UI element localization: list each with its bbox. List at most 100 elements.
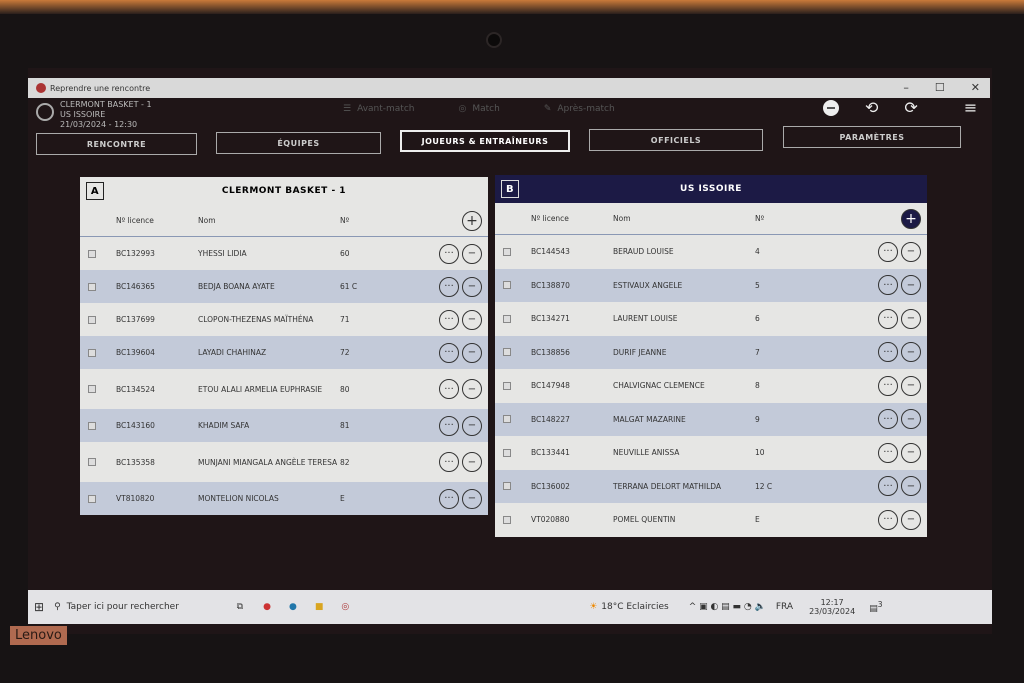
more-options-button[interactable]: ··· [878, 509, 898, 530]
player-number: 12 C [755, 481, 773, 491]
remove-player-button[interactable]: − [462, 342, 482, 363]
col-num: Nº [755, 214, 765, 223]
player-checkbox[interactable] [503, 348, 511, 357]
tab-officiels[interactable]: OFFICIELS [589, 129, 763, 151]
more-options-button[interactable]: ··· [878, 241, 898, 262]
col-licence: Nº licence [531, 214, 569, 223]
weather[interactable]: 18°C Eclaircies [601, 602, 669, 612]
remove-player-button[interactable]: − [462, 488, 482, 509]
more-options-button[interactable]: ··· [878, 308, 898, 329]
tray-icons[interactable]: ^ ▣ ◐ ▤ ▬ ◔ 🔈 [688, 602, 766, 612]
player-checkbox[interactable] [503, 247, 511, 256]
more-options-button[interactable]: ··· [878, 375, 898, 396]
team-b-name: US ISSOIRE [680, 184, 742, 194]
more-options-button[interactable]: ··· [878, 442, 898, 463]
player-checkbox[interactable] [88, 315, 96, 324]
more-options-button[interactable]: ··· [878, 476, 898, 497]
player-licence: BC134524 [116, 384, 155, 394]
more-options-button[interactable]: ··· [878, 275, 898, 296]
remove-player-button[interactable]: − [462, 243, 482, 264]
more-options-button[interactable]: ··· [439, 452, 459, 472]
remove-player-button[interactable]: − [901, 375, 921, 396]
player-checkbox[interactable] [88, 348, 96, 357]
step-apres-match[interactable]: ✎ Après-match [543, 104, 615, 114]
player-name: DURIF JEANNE [613, 347, 667, 357]
file-explorer-icon[interactable]: ■ [314, 602, 324, 612]
remove-player-button[interactable]: − [462, 276, 482, 297]
player-checkbox[interactable] [503, 515, 511, 524]
more-options-button[interactable]: ··· [878, 342, 898, 363]
player-checkbox[interactable] [503, 482, 511, 491]
player-checkbox[interactable] [88, 385, 96, 393]
player-checkbox[interactable] [88, 421, 96, 430]
player-checkbox[interactable] [503, 281, 511, 290]
more-options-button[interactable]: ··· [439, 415, 459, 436]
chrome-icon[interactable]: ● [263, 602, 271, 612]
player-row: BC132993 YHESSI LIDIA 60 ··· − [80, 237, 488, 270]
remove-player-button[interactable]: − [901, 308, 921, 329]
more-options-button[interactable]: ··· [439, 243, 459, 264]
remove-player-button[interactable]: − [901, 275, 921, 296]
player-checkbox[interactable] [503, 448, 511, 457]
more-options-button[interactable]: ··· [439, 379, 459, 399]
remove-player-button[interactable]: − [901, 509, 921, 530]
minimize-button[interactable]: – [903, 81, 909, 94]
player-number: E [340, 494, 345, 503]
more-options-button[interactable]: ··· [439, 276, 459, 297]
remove-player-button[interactable]: − [901, 409, 921, 430]
taskbar-search[interactable]: Taper ici pour rechercher [66, 602, 179, 612]
player-checkbox[interactable] [88, 494, 96, 503]
history-icon[interactable]: ⟲ [865, 98, 879, 117]
remove-player-button[interactable]: − [462, 379, 482, 399]
remove-player-button[interactable]: − [462, 415, 482, 436]
add-player-button[interactable]: + [462, 210, 482, 231]
player-row: BC138856 DURIF JEANNE 7 ··· − [495, 335, 927, 369]
player-row: BC134271 LAURENT LOUISE 6 ··· − [495, 302, 927, 336]
step-avant-match[interactable]: ☰ Avant-match [343, 104, 415, 114]
player-checkbox[interactable] [88, 249, 96, 258]
windows-start-icon[interactable]: ⊞ [34, 600, 45, 614]
tab-parametres[interactable]: PARAMÈTRES [783, 126, 961, 148]
close-button[interactable]: ✕ [970, 81, 980, 94]
player-licence: BC138856 [531, 347, 570, 357]
more-options-button[interactable]: ··· [439, 488, 459, 509]
notification-icon[interactable]: ▤3 [869, 600, 883, 614]
player-checkbox[interactable] [503, 415, 511, 424]
more-options-button[interactable]: ··· [439, 342, 459, 363]
remove-player-button[interactable]: − [901, 476, 921, 497]
minus-circle-button[interactable] [823, 99, 839, 116]
step-match[interactable]: ◎ Match [458, 104, 500, 114]
tab-rencontre[interactable]: RENCONTRE [36, 133, 197, 155]
more-options-button[interactable]: ··· [439, 309, 459, 330]
player-number: 71 [340, 315, 350, 324]
tab-equipes[interactable]: ÉQUIPES [216, 132, 381, 154]
maximize-button[interactable]: ☐ [934, 81, 945, 94]
player-checkbox[interactable] [503, 381, 511, 390]
notification-count: 3 [877, 600, 883, 609]
player-number: 61 C [340, 282, 358, 291]
add-player-button[interactable]: + [901, 208, 921, 229]
language[interactable]: FRA [775, 602, 794, 612]
player-number: 10 [755, 448, 765, 458]
player-licence: VT020880 [531, 515, 570, 525]
clock[interactable]: 12:17 23/03/2024 [809, 598, 855, 616]
remove-player-button[interactable]: − [462, 309, 482, 330]
more-options-button[interactable]: ··· [878, 409, 898, 430]
player-checkbox[interactable] [88, 282, 96, 291]
player-name: MALGAT MAZARINE [613, 414, 686, 424]
player-checkbox[interactable] [88, 458, 96, 466]
remove-player-button[interactable]: − [901, 342, 921, 363]
remove-player-button[interactable]: − [901, 241, 921, 262]
task-view-icon[interactable]: ⧉ [236, 602, 244, 612]
app-taskbar-icon[interactable]: ◎ [341, 602, 350, 612]
refresh-icon[interactable]: ⟳ [904, 98, 918, 117]
tab-joueurs-entraineurs[interactable]: JOUEURS & ENTRAÎNEURS [400, 130, 570, 152]
remove-player-button[interactable]: − [901, 442, 921, 463]
team-a-panel: A CLERMONT BASKET - 1 Nº licence Nom Nº + BC… [80, 177, 488, 515]
menu-icon[interactable]: ≡ [963, 98, 978, 117]
remove-player-button[interactable]: − [462, 452, 482, 472]
player-checkbox[interactable] [503, 314, 511, 323]
player-name: ETOU ALALI ARMELIA EUPHRASIE [198, 384, 323, 394]
col-nom: Nom [198, 216, 216, 225]
edge-icon[interactable]: ● [288, 602, 297, 612]
